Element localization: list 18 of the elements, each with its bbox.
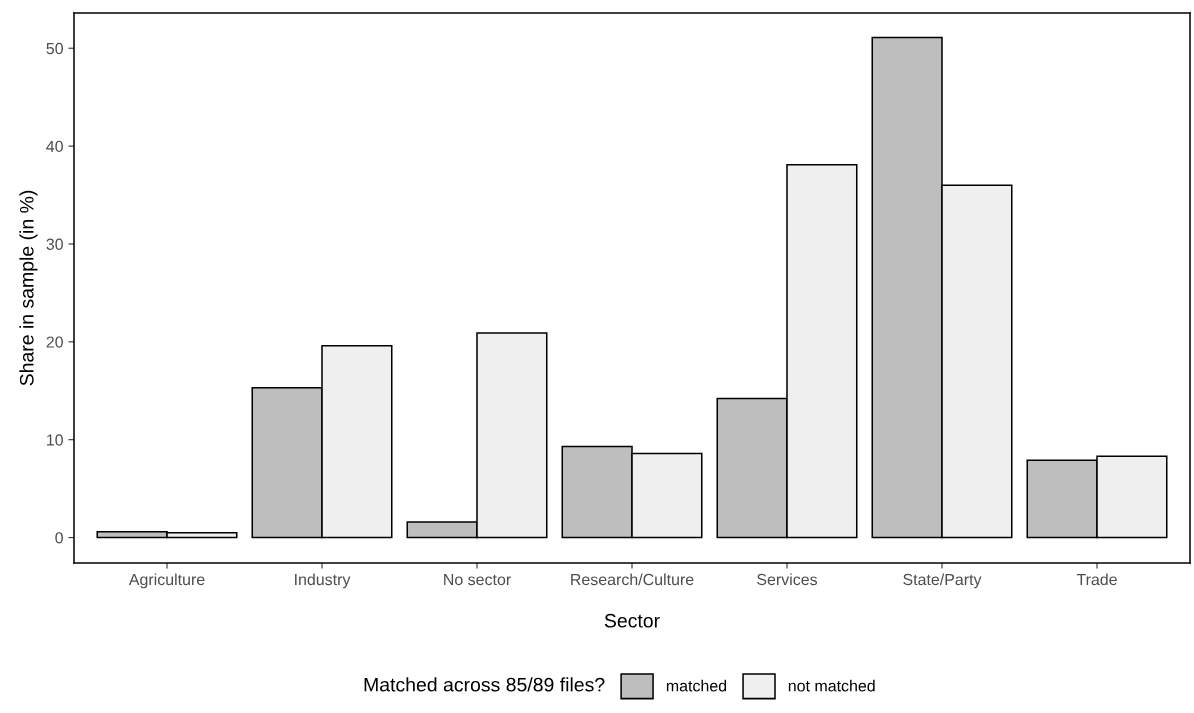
x-tick-label: Industry <box>295 573 351 589</box>
x-tick-label: Services <box>757 573 818 586</box>
legend-title: Matched across 85/89 files? <box>364 677 605 692</box>
legend-label: not matched <box>788 679 875 692</box>
x-tick-label: Research/Culture <box>571 573 694 586</box>
y-tick-label: 30 <box>46 238 63 250</box>
y-tick-label: 10 <box>47 434 63 446</box>
y-tick-label: 20 <box>46 336 63 348</box>
x-tick-label: State/Party <box>903 573 982 589</box>
x-tick-label: No sector <box>444 574 511 586</box>
y-axis-title: Share in sample (in %) <box>19 190 38 386</box>
y-tick-label: 50 <box>46 42 63 55</box>
x-axis-title: Sector <box>604 613 660 628</box>
y-tick-label: 40 <box>46 140 63 153</box>
legend-label: matched <box>666 679 727 692</box>
x-tick-label: Trade <box>1076 573 1117 586</box>
x-tick-label: Agriculture <box>128 573 205 589</box>
y-tick-label: 0 <box>55 532 63 544</box>
